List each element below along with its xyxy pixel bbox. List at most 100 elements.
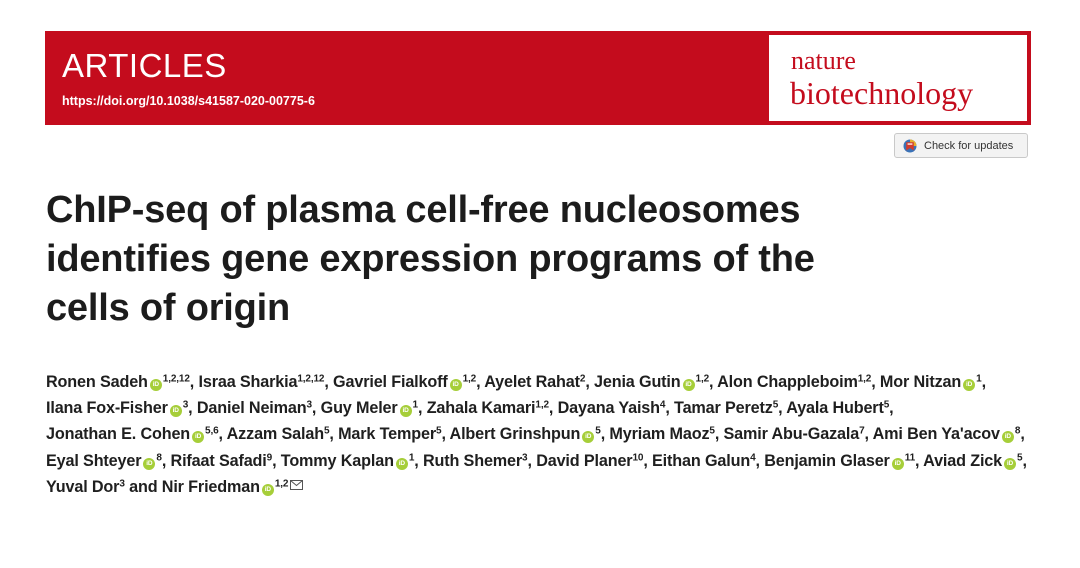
- author-entry: Ruth Shemer3: [423, 452, 528, 470]
- orcid-icon[interactable]: iD: [395, 457, 408, 470]
- orcid-icon[interactable]: iD: [399, 405, 412, 418]
- author-name[interactable]: Ami Ben Ya'acov: [872, 425, 1000, 444]
- affiliation-marker: 5: [436, 425, 442, 437]
- author-entry: Dayana Yaish4: [558, 399, 666, 417]
- orcid-icon[interactable]: iD: [449, 379, 462, 391]
- orcid-icon[interactable]: iD: [143, 457, 156, 470]
- author-name[interactable]: Dayana Yaish: [557, 399, 660, 418]
- author-entry: Myriam Maoz5: [609, 425, 715, 444]
- author-name[interactable]: Rifaat Safadi: [170, 451, 267, 470]
- author-entry: Jonathan E. Cohen iD5,6: [46, 425, 219, 444]
- author-list: Ronen Sadeh iD1,2,12, Israa Sharkia1,2,12…: [46, 373, 1027, 496]
- affiliation-marker: 1: [976, 373, 982, 385]
- author-name[interactable]: Azzam Salah: [226, 425, 324, 444]
- orcid-icon[interactable]: iD: [1001, 431, 1014, 444]
- author-name[interactable]: Daniel Neiman: [196, 399, 307, 418]
- author-entry: Ayala Hubert5: [786, 399, 889, 417]
- author-entry: Mark Temper5: [338, 425, 442, 444]
- affiliation-marker: 4: [659, 399, 666, 411]
- author-name[interactable]: Tommy Kaplan: [280, 451, 394, 470]
- affiliation-marker: 8: [1014, 425, 1021, 437]
- orcid-icon[interactable]: iD: [582, 431, 595, 444]
- affiliation-marker: 1,2: [274, 478, 289, 490]
- affiliation-marker: 3: [522, 452, 528, 464]
- affiliation-marker: 1: [412, 399, 419, 411]
- author-name[interactable]: David Planer: [536, 451, 633, 470]
- author-entry: Eithan Galun4: [652, 451, 756, 470]
- author-name[interactable]: Israa Sharkia: [198, 373, 298, 391]
- author-name[interactable]: Ruth Shemer: [422, 451, 523, 470]
- author-name[interactable]: Eithan Galun: [652, 451, 751, 470]
- author-name[interactable]: Eyal Shteyer: [46, 451, 142, 470]
- orcid-icon[interactable]: iD: [963, 379, 976, 391]
- affiliation-marker: 4: [750, 452, 756, 464]
- author-entry: Tommy Kaplan iD1: [281, 452, 414, 470]
- affiliation-marker: 5: [323, 425, 330, 437]
- check-for-updates-button[interactable]: Check for updates: [894, 133, 1028, 158]
- journal-logo[interactable]: nature biotechnology: [768, 34, 1028, 122]
- author-name[interactable]: Jenia Gutin: [594, 373, 681, 391]
- title-line: ChIP-seq of plasma cell-free nucleosomes: [46, 189, 801, 231]
- affiliation-marker: 5: [772, 399, 779, 411]
- affiliation-marker: 8: [156, 452, 162, 464]
- affiliation-marker: 5: [709, 425, 715, 437]
- doi-link[interactable]: https://doi.org/10.1038/s41587-020-00775…: [62, 94, 315, 108]
- author-name[interactable]: Yuval Dor: [46, 477, 120, 496]
- author-name[interactable]: Benjamin Glaser: [764, 451, 890, 470]
- author-entry: Rifaat Safadi9: [171, 452, 273, 470]
- author-entry: Samir Abu-Gazala7: [724, 425, 865, 443]
- envelope-icon[interactable]: [290, 479, 304, 490]
- affiliation-marker: 1: [408, 452, 415, 464]
- affiliation-marker: 5: [883, 399, 890, 411]
- title-line: cells of origin: [46, 287, 291, 329]
- author-entry: Gavriel Fialkoff iD1,2: [333, 373, 476, 391]
- author-entry: Tamar Peretz5: [674, 399, 778, 417]
- orcid-icon[interactable]: iD: [192, 431, 205, 444]
- author-entry: Ilana Fox-Fisher iD3: [46, 399, 188, 418]
- author-entry: Azzam Salah5: [227, 425, 330, 443]
- orcid-icon[interactable]: iD: [149, 379, 162, 391]
- affiliation-marker: 11: [904, 452, 916, 464]
- affiliation-marker: 1,2: [462, 373, 477, 385]
- affiliation-marker: 1,2,12: [297, 373, 325, 385]
- affiliation-marker: 5: [1017, 452, 1023, 464]
- author-name[interactable]: Mark Temper: [338, 425, 437, 444]
- author-name[interactable]: Aviad Zick: [923, 451, 1002, 470]
- check-for-updates-label: Check for updates: [924, 140, 1014, 152]
- affiliation-marker: 1,2: [695, 373, 710, 385]
- orcid-icon[interactable]: iD: [682, 379, 695, 391]
- author-name[interactable]: Ayala Hubert: [786, 399, 884, 418]
- author-entry: Mor Nitzan iD1: [880, 373, 982, 391]
- author-name[interactable]: Alon Chappleboim: [717, 373, 858, 391]
- author-name[interactable]: Albert Grinshpun: [449, 425, 581, 444]
- journal-name-line1: nature: [791, 46, 856, 75]
- affiliation-marker: 10: [632, 452, 644, 464]
- author-name[interactable]: Ayelet Rahat: [484, 373, 580, 391]
- author-entry: Zahala Kamari1,2: [427, 399, 549, 417]
- author-name[interactable]: Ronen Sadeh: [46, 373, 148, 391]
- author-name[interactable]: Myriam Maoz: [609, 425, 710, 444]
- orcid-icon[interactable]: iD: [891, 457, 904, 470]
- author-name[interactable]: Samir Abu-Gazala: [723, 425, 860, 444]
- orcid-icon[interactable]: iD: [1004, 457, 1016, 470]
- crossmark-icon: [903, 139, 917, 153]
- author-name[interactable]: Tamar Peretz: [674, 399, 773, 418]
- author-name[interactable]: Nir Friedman: [161, 477, 260, 496]
- author-name[interactable]: Mor Nitzan: [879, 373, 962, 391]
- author-entry: Albert Grinshpun iD5: [449, 425, 601, 444]
- affiliation-marker: 7: [859, 425, 865, 437]
- author-name[interactable]: Ilana Fox-Fisher: [46, 399, 168, 418]
- author-entry: Yuval Dor3: [46, 478, 125, 496]
- orcid-icon[interactable]: iD: [169, 405, 182, 418]
- author-entry: David Planer10: [536, 452, 643, 470]
- author-name[interactable]: Gavriel Fialkoff: [333, 373, 448, 391]
- author-entry: Nir Friedman iD1,2: [162, 478, 304, 496]
- title-line: identifies gene expression programs of t…: [46, 238, 815, 280]
- affiliation-marker: 9: [266, 452, 273, 464]
- orcid-icon[interactable]: iD: [261, 483, 274, 496]
- author-entry: Daniel Neiman3: [197, 399, 312, 417]
- author-name[interactable]: Jonathan E. Cohen: [46, 425, 191, 444]
- author-name[interactable]: Zahala Kamari: [426, 399, 536, 418]
- affiliation-marker: 1,2: [535, 399, 549, 411]
- author-name[interactable]: Guy Meler: [320, 399, 398, 418]
